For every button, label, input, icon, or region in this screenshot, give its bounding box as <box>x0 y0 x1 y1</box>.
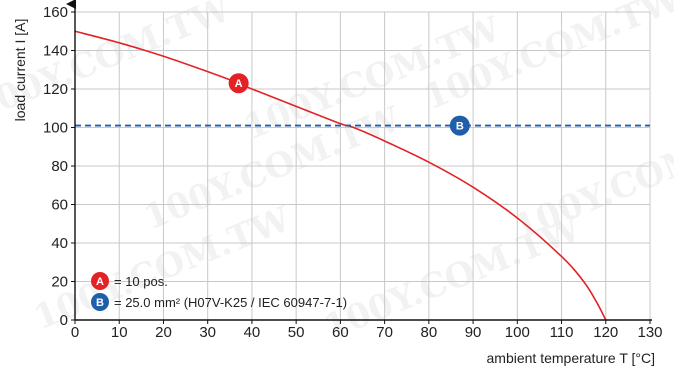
y-tick-label-80: 80 <box>51 158 68 175</box>
y-tick-label-140: 140 <box>43 43 68 60</box>
y-tick-label-0: 0 <box>60 312 68 329</box>
y-tick-label-60: 60 <box>51 197 68 214</box>
x-tick-label-60: 60 <box>332 324 349 341</box>
y-tick-label-20: 20 <box>51 274 68 291</box>
watermark-text-4: 100Y.COM.TW <box>508 109 674 248</box>
x-tick-label-130: 130 <box>637 324 662 341</box>
x-tick-label-30: 30 <box>199 324 216 341</box>
y-tick-label-160: 160 <box>43 4 68 21</box>
watermark-text-0: 100Y.COM.TW <box>0 0 237 128</box>
x-tick-label-80: 80 <box>421 324 438 341</box>
x-tick-label-90: 90 <box>465 324 482 341</box>
legend-text-a: = 10 pos. <box>114 274 168 289</box>
x-tick-label-20: 20 <box>155 324 172 341</box>
x-tick-label-120: 120 <box>593 324 618 341</box>
y-tick-label-120: 120 <box>43 81 68 98</box>
marker-letter-a: A <box>235 78 243 90</box>
marker-badge-a <box>228 73 249 94</box>
legend-badge-b <box>91 293 109 311</box>
legend-badge-a-letter: A <box>96 276 104 288</box>
x-tick-label-0: 0 <box>71 324 79 341</box>
marker-badge-b <box>449 115 470 136</box>
y-axis-label: load current I [A] <box>12 19 28 122</box>
legend-badge-a <box>91 272 109 290</box>
legend-item-b: B = 25.0 mm² (H07V-K25 / IEC 60947-7-1) <box>91 293 347 311</box>
x-tick-label-50: 50 <box>288 324 305 341</box>
legend: A = 10 pos. B = 25.0 mm² (H07V-K25 / IEC… <box>91 272 347 311</box>
x-tick-label-10: 10 <box>111 324 128 341</box>
legend-text-b: = 25.0 mm² (H07V-K25 / IEC 60947-7-1) <box>114 295 347 310</box>
x-axis-label: ambient temperature T [°C] <box>487 350 656 366</box>
marker-letter-b: B <box>456 121 464 133</box>
tick-labels: 0 10 20 30 40 50 60 70 80 90 100 110 120 130 0 20 40 60 80… <box>43 4 663 341</box>
axes <box>66 0 652 324</box>
x-tick-label-40: 40 <box>244 324 261 341</box>
legend-badge-b-letter: B <box>96 297 104 309</box>
curve-markers: AB <box>228 73 470 136</box>
legend-item-a: A = 10 pos. <box>91 272 168 290</box>
y-tick-label-100: 100 <box>43 120 68 137</box>
y-tick-label-40: 40 <box>51 235 68 252</box>
series-layer <box>74 30 650 321</box>
x-tick-label-100: 100 <box>505 324 530 341</box>
x-tick-label-70: 70 <box>376 324 393 341</box>
x-tick-label-110: 110 <box>550 324 574 341</box>
